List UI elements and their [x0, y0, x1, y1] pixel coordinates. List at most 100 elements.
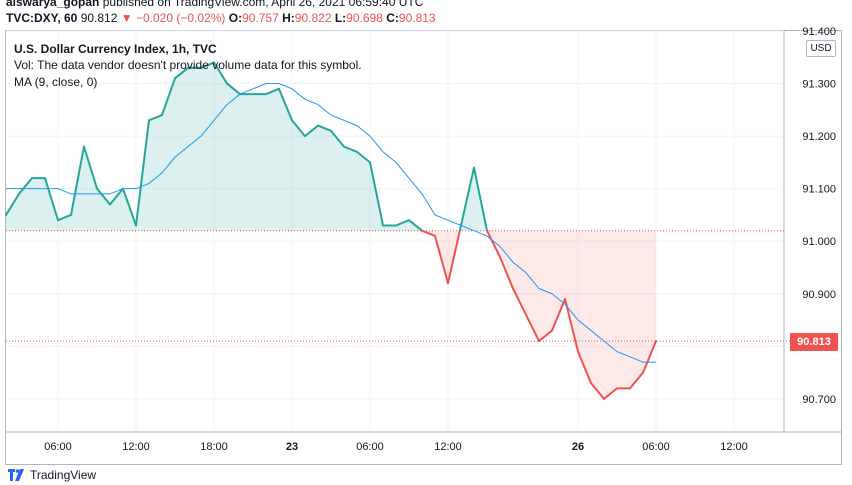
symbol-label: TVC:DXY, 60 — [6, 11, 78, 25]
currency-label[interactable]: USD — [806, 40, 836, 57]
close-value: 90.813 — [398, 11, 436, 25]
up-area-fill — [32, 178, 45, 231]
price-line-up-segment — [122, 187, 137, 227]
time-tick-label: 18:00 — [200, 441, 228, 453]
high-label: H: — [282, 11, 295, 25]
time-tick-label: 06:00 — [356, 441, 384, 453]
up-area-fill — [383, 225, 396, 231]
price-line-down-segment — [551, 298, 566, 332]
up-area-fill — [331, 130, 344, 231]
price-line-up-segment — [343, 145, 358, 153]
series-group — [5, 61, 657, 400]
tradingview-logo-icon — [8, 469, 24, 481]
price-line-up-segment — [174, 66, 189, 80]
price-line-up-segment — [408, 219, 423, 232]
volume-note: Vol: The data vendor doesn't provide vol… — [14, 58, 362, 72]
down-area-fill — [539, 230, 552, 342]
price-line-up-segment — [317, 124, 332, 132]
time-axis: 06:00 12:00 18:00 23 06:00 12:00 26 06:00 12:00 — [44, 441, 748, 453]
time-tick-label: 06:00 — [642, 441, 670, 453]
grid-lines — [6, 30, 784, 432]
down-area-fill — [500, 230, 513, 289]
price-line-down-segment — [577, 350, 592, 385]
price-line-down-segment — [486, 229, 501, 258]
price-line-up-segment — [200, 61, 215, 69]
up-area-fill — [305, 125, 318, 231]
down-area-fill — [591, 230, 604, 399]
up-area-fill — [214, 62, 227, 231]
price-tick-label: 91.100 — [802, 184, 836, 196]
author-name[interactable]: aiswarya_gopan — [6, 0, 100, 9]
price-line-up-segment — [356, 150, 371, 164]
up-area-fill — [227, 83, 240, 231]
up-area-fill — [266, 88, 279, 231]
price-line-down-segment — [447, 229, 461, 285]
up-area-fill — [344, 146, 357, 231]
time-tick-label: 26 — [572, 441, 584, 453]
quote-line: TVC:DXY, 60 90.812 ▼ −0.020 (−0.02%) O:9… — [6, 11, 436, 25]
chart-title: U.S. Dollar Currency Index, 1h, TVC — [14, 42, 217, 56]
time-tick-label: 12:00 — [122, 441, 150, 453]
price-tick-label: 91.400 — [802, 26, 836, 38]
footer-brand[interactable]: TradingView — [8, 468, 96, 482]
price-line-up-segment — [369, 161, 384, 227]
price-line-down-segment — [603, 387, 618, 400]
price-line-down-segment — [421, 229, 436, 237]
up-area-fill — [396, 220, 409, 231]
publish-text: published on TradingView.com, April 26, … — [102, 0, 424, 9]
price-line-up-segment — [83, 145, 98, 190]
price-line-up-segment — [304, 124, 319, 138]
up-area-fill — [201, 62, 214, 231]
time-tick-label: 12:00 — [434, 441, 462, 453]
up-area-fill — [357, 151, 370, 231]
price-line-down-segment — [538, 329, 553, 343]
price-line-up-segment — [96, 187, 111, 206]
price-line-up-segment — [330, 129, 345, 148]
low-value: 90.698 — [346, 11, 383, 25]
price-tick-label: 91.200 — [802, 131, 836, 143]
price-tick-label: 90.700 — [802, 394, 836, 406]
low-label: L: — [334, 11, 347, 25]
up-area-fill — [6, 193, 19, 231]
price-line-up-segment — [278, 87, 293, 122]
up-area-fill — [149, 115, 162, 231]
up-area-fill — [253, 94, 266, 231]
up-area-fill — [188, 67, 201, 231]
last-price: 90.812 — [80, 11, 118, 25]
down-area-fill — [630, 230, 643, 389]
publish-line: aiswarya_gopan published on TradingView.… — [6, 0, 423, 9]
price-line-down-segment — [525, 313, 540, 343]
price-line-up-segment — [135, 119, 150, 227]
price-line-down-segment — [629, 371, 644, 390]
price-line-up-segment — [57, 213, 72, 222]
price-line-down-segment — [512, 287, 527, 316]
price-line-up-segment — [70, 145, 85, 216]
price-tick-label: 91.300 — [802, 79, 836, 91]
up-area-fill — [84, 146, 97, 231]
price-line-down-segment — [434, 234, 449, 285]
ma-legend[interactable]: MA (9, close, 0) — [14, 75, 98, 89]
brand-name: TradingView — [30, 468, 97, 482]
price-line-up-segment — [265, 87, 280, 96]
down-area-fill — [604, 230, 617, 399]
open-value: 90.757 — [242, 11, 279, 25]
price-line-up-segment — [395, 219, 410, 227]
up-area-fill — [110, 188, 123, 231]
time-tick-label: 12:00 — [720, 441, 748, 453]
price-change: −0.020 (−0.02%) — [135, 11, 226, 25]
price-line-up-segment — [109, 187, 124, 206]
up-area-fill — [162, 78, 175, 231]
area-fills — [6, 62, 656, 399]
down-area-fill — [578, 230, 591, 384]
open-label: O: — [228, 11, 243, 25]
time-tick-label: 06:00 — [44, 441, 72, 453]
down-area-fill — [617, 230, 630, 389]
up-area-fill — [318, 125, 331, 231]
price-line-down-segment — [590, 382, 605, 400]
time-tick-label: 23 — [286, 441, 298, 453]
up-area-fill — [97, 188, 110, 231]
price-line-up-segment — [473, 166, 488, 232]
price-line-up-segment — [291, 119, 306, 138]
up-area-fill — [279, 88, 292, 231]
